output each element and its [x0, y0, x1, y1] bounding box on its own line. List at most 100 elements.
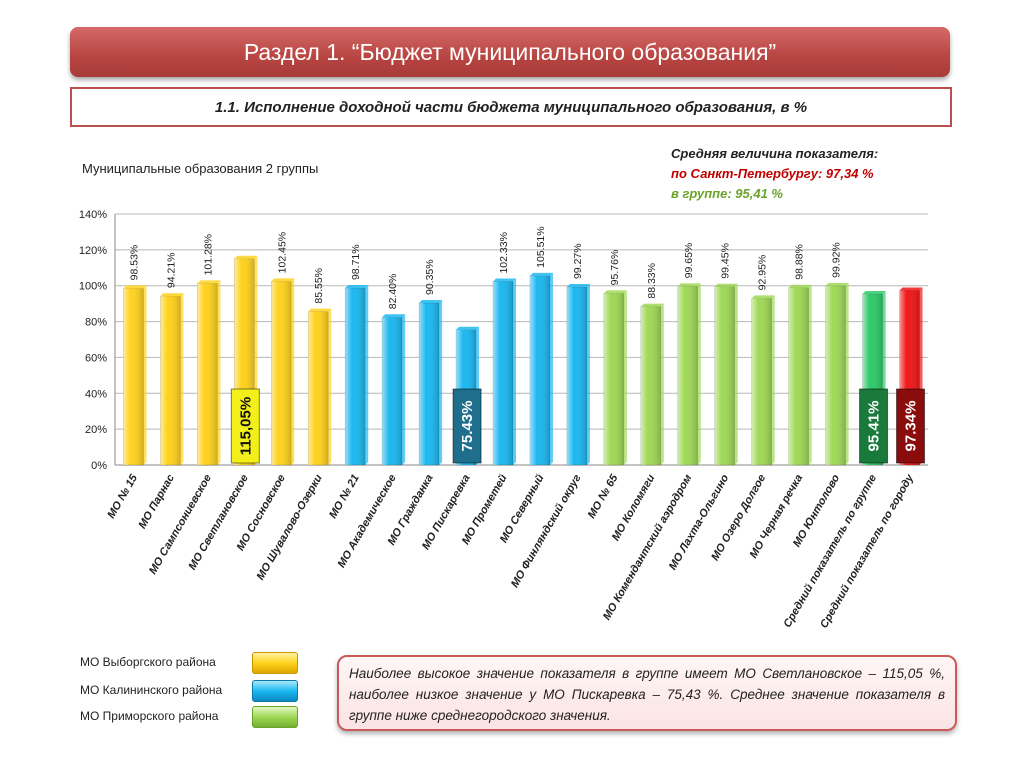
- category-label: МО Шувалово-Озерки: [255, 472, 325, 582]
- highlight-badge: 95.41%: [859, 388, 889, 464]
- bar-shine: [308, 311, 329, 465]
- section-subtitle: 1.1. Исполнение доходной части бюджета м…: [214, 98, 808, 116]
- data-label: 99.92%: [831, 242, 843, 278]
- legend-swatch-green: [252, 706, 298, 728]
- bar-shine: [788, 287, 809, 465]
- bar-side: [217, 280, 221, 465]
- page-title: Раздел 1. “Бюджет муниципального образов…: [243, 38, 777, 65]
- highlight-badge: 97.34%: [896, 388, 926, 464]
- legend-swatch-yellow: [252, 652, 298, 674]
- bar-shine: [493, 281, 514, 465]
- chart-bars: [123, 255, 923, 466]
- conclusion-note: Наиболее высокое значение показателя в г…: [337, 655, 957, 731]
- bar: [529, 272, 553, 466]
- bar-chart: 0% 20% 40% 60% 80% 100% 120% 140% 98.53% МО № 15…: [79, 209, 928, 630]
- data-label: 88.33%: [646, 263, 658, 299]
- y-tick-label: 120%: [79, 245, 107, 257]
- y-tick-label: 100%: [79, 281, 107, 293]
- bar-shine: [714, 286, 735, 465]
- legend-label: МО Калининского района: [80, 683, 223, 697]
- bar-side: [365, 285, 369, 465]
- y-tick-label: 40%: [85, 388, 107, 400]
- bar-top: [493, 278, 517, 282]
- bar-top: [862, 290, 886, 294]
- bar-top: [160, 293, 184, 297]
- bar: [714, 283, 738, 466]
- bar-side: [586, 284, 590, 465]
- data-label: 101.28%: [202, 234, 214, 275]
- bar-side: [623, 290, 627, 465]
- highlight-badge: 115,05%: [230, 388, 260, 464]
- bar: [307, 308, 332, 466]
- bar-shine: [419, 303, 440, 465]
- bar-shine: [529, 275, 550, 465]
- bar-side: [402, 314, 406, 465]
- y-tick-label: 140%: [79, 209, 107, 221]
- bar-side: [808, 284, 812, 465]
- bar-top: [714, 283, 738, 287]
- bar-shine: [677, 286, 698, 465]
- group-label: Муниципальные образования 2 группы: [82, 161, 319, 176]
- bar-top: [640, 303, 664, 307]
- bar: [381, 314, 406, 466]
- legend-item-vyborg: МО Выборгского района: [80, 652, 340, 674]
- bar-shine: [271, 281, 292, 465]
- category-label: МО № 21: [327, 473, 362, 521]
- bar-top: [603, 290, 627, 294]
- bar-top: [899, 287, 923, 291]
- data-label: 98.88%: [794, 244, 806, 280]
- highlight-label: 75.43%: [459, 401, 476, 452]
- highlight-badge: 75.43%: [452, 388, 482, 464]
- bar: [492, 278, 517, 466]
- bar: [197, 280, 221, 466]
- bar-shine: [345, 288, 366, 465]
- bar-side: [734, 283, 738, 465]
- bar-shine: [640, 306, 661, 465]
- highlight-label: 97.34%: [903, 401, 920, 452]
- legend-label: МО Выборгского района: [80, 655, 216, 669]
- category-label: МО № 65: [586, 472, 621, 521]
- legend-swatch-blue: [252, 680, 298, 702]
- data-label: 82.40%: [387, 274, 399, 310]
- highlight-label: 95.41%: [866, 401, 883, 452]
- bar-top: [751, 295, 775, 299]
- bar-shine: [751, 298, 772, 465]
- section-subtitle-box: 1.1. Исполнение доходной части бюджета м…: [70, 87, 952, 127]
- bar: [603, 290, 627, 466]
- bar-side: [660, 303, 664, 465]
- bar-top: [456, 326, 480, 330]
- bar: [160, 293, 184, 466]
- data-label: 85.55%: [313, 268, 325, 304]
- y-tick-label: 60%: [85, 352, 107, 364]
- bar-shine: [566, 287, 587, 465]
- bar: [344, 285, 369, 466]
- data-label: 90.35%: [424, 259, 436, 295]
- bar-top: [529, 272, 553, 276]
- bar-shine: [603, 293, 624, 465]
- highlight-box: [859, 388, 889, 464]
- bar: [677, 283, 701, 466]
- bar: [270, 278, 295, 466]
- data-label: 98.53%: [128, 245, 140, 281]
- highlight-label: 115,05%: [237, 397, 254, 455]
- bar-top: [197, 280, 221, 284]
- average-info-title: Средняя величина показателя:: [671, 146, 879, 161]
- y-tick-label: 20%: [85, 424, 107, 436]
- highlight-box: [896, 388, 926, 464]
- highlight-box: [452, 388, 482, 464]
- bar-top: [419, 300, 443, 304]
- average-city: по Санкт-Петербургу: 97,34 %: [671, 166, 874, 181]
- data-label: 99.27%: [572, 243, 584, 279]
- bar-side: [328, 308, 332, 465]
- bar-top: [271, 278, 295, 282]
- bar-top: [788, 284, 812, 288]
- bar-side: [771, 295, 775, 465]
- bar-side: [180, 293, 184, 465]
- bar-side: [513, 278, 517, 465]
- data-label: 105.51%: [535, 226, 547, 267]
- bar-top: [123, 285, 147, 289]
- bar: [640, 303, 664, 466]
- y-tick-label: 0%: [91, 460, 107, 472]
- bar-shine: [160, 296, 181, 465]
- bar-shine: [825, 285, 846, 465]
